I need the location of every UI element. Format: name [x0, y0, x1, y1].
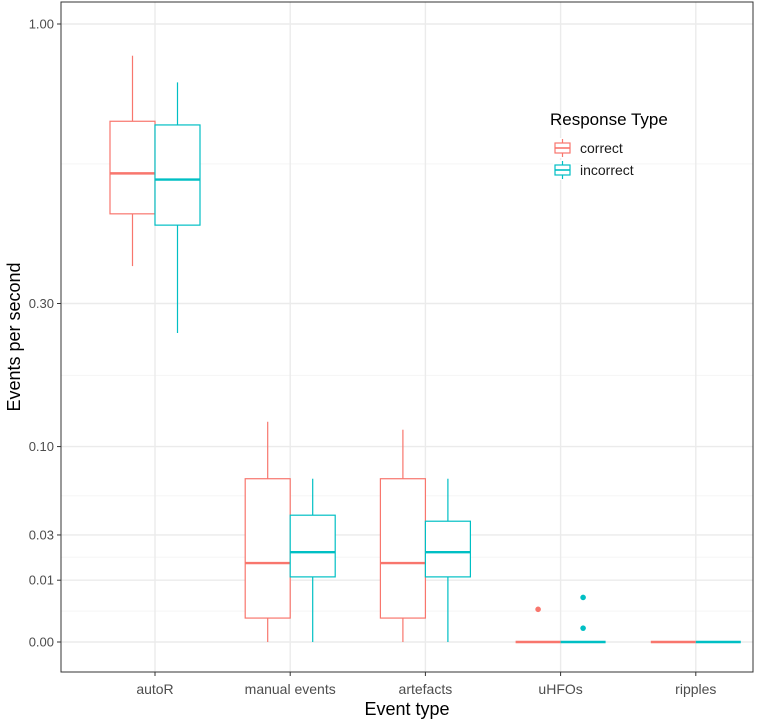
x-axis-title: Event type: [364, 699, 449, 719]
box-incorrect-uhfos: [560, 594, 606, 644]
y-tick-label: 0.01: [29, 573, 54, 588]
x-tick-label: artefacts: [399, 681, 453, 697]
box-body: [424, 520, 471, 578]
legend: Response Type correct incorrect: [550, 110, 668, 180]
legend-label-correct: correct: [580, 140, 623, 156]
box-correct-manual-events: [244, 421, 291, 642]
legend-key-correct: [553, 138, 572, 158]
x-axis-ticks: autoR manual events artefacts uHFOs ripples: [136, 672, 716, 697]
x-tick-label: manual events: [245, 681, 336, 697]
y-axis-ticks: 0.00 0.01 0.03 0.10 0.30 1.00: [29, 17, 61, 650]
box-body: [109, 120, 156, 215]
grid-lines: [61, 2, 753, 672]
plot-panel-border: [60, 1, 754, 673]
box-series: [109, 55, 741, 644]
box-body: [289, 514, 336, 578]
box-incorrect-autor: [154, 82, 201, 333]
y-axis-title: Events per second: [4, 262, 24, 411]
legend-key-incorrect: [553, 160, 572, 180]
legend-title: Response Type: [550, 110, 668, 129]
box-correct-uhfos: [515, 606, 561, 644]
outlier-point: [580, 625, 586, 631]
y-tick-label: 0.30: [29, 296, 54, 311]
box-incorrect-artefacts: [424, 478, 471, 642]
y-tick-label: 0.10: [29, 439, 54, 454]
box-incorrect-manual-events: [289, 478, 336, 642]
y-tick-label: 0.03: [29, 527, 54, 542]
legend-label-incorrect: incorrect: [580, 162, 634, 178]
outlier-point: [535, 606, 541, 613]
x-tick-label: autoR: [136, 681, 173, 697]
y-tick-label: 1.00: [29, 17, 54, 32]
x-tick-label: uHFOs: [538, 681, 582, 697]
x-tick-label: ripples: [675, 681, 716, 697]
outlier-point: [580, 594, 586, 601]
box-body: [379, 478, 426, 619]
box-body: [244, 478, 291, 619]
box-body: [154, 124, 201, 226]
box-correct-artefacts: [379, 429, 426, 642]
y-tick-label: 0.00: [29, 635, 54, 650]
